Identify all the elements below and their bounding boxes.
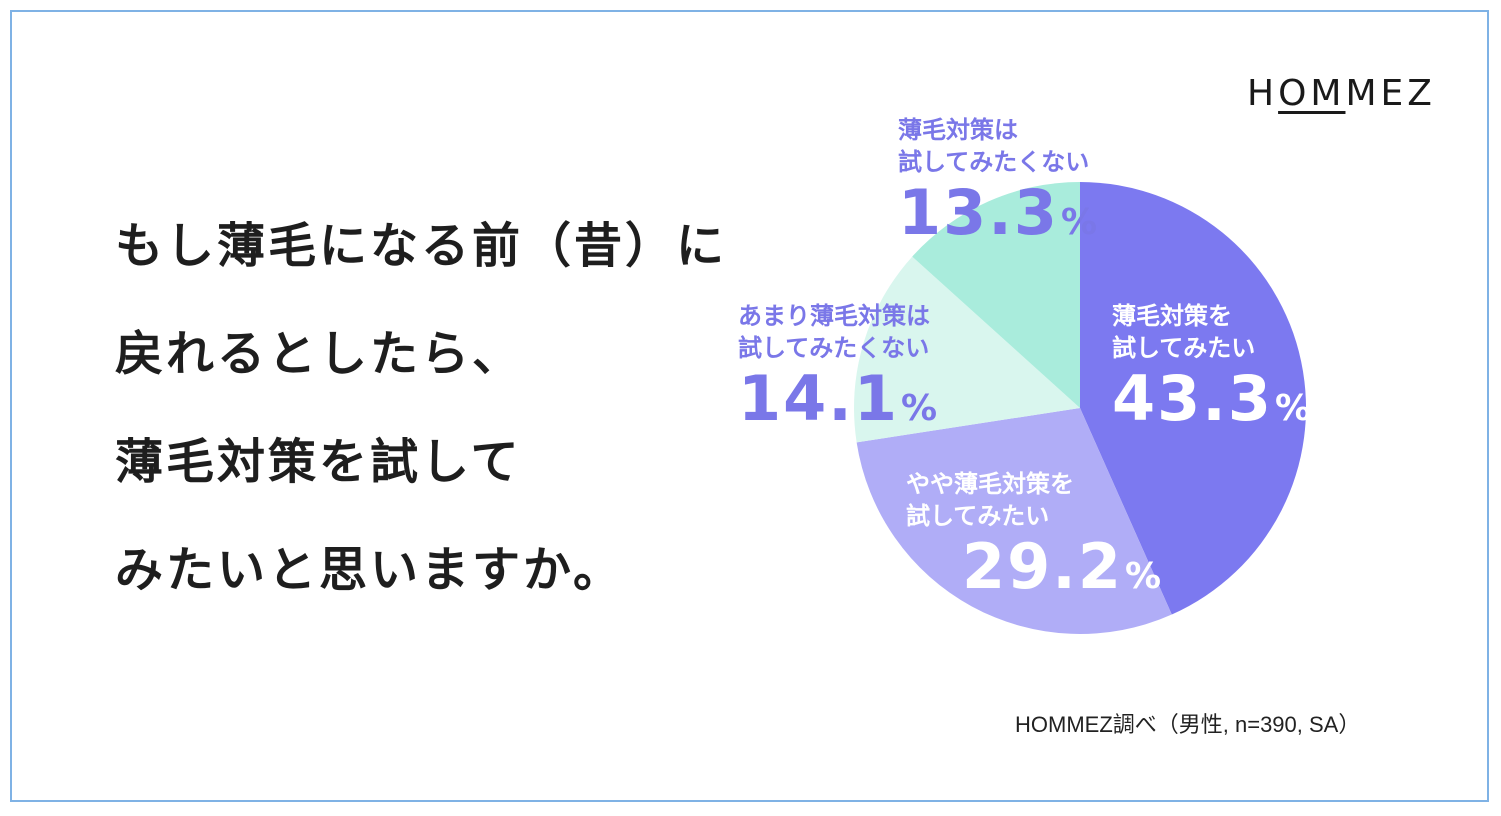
percent-sign: % (900, 388, 940, 429)
slice-value: 43.3 (1112, 362, 1273, 435)
question-line: みたいと思いますか。 (115, 542, 625, 598)
slice-name-line: やや薄毛対策を (906, 470, 1074, 498)
slice-name-line: 試してみたくない (738, 334, 930, 362)
slice-label-try: 薄毛対策を 試してみたい 43.3% (1112, 300, 1313, 430)
slice-value: 14.1 (738, 362, 899, 435)
slice-label-not-want: 薄毛対策は 試してみたくない 13.3% (898, 114, 1099, 244)
question-line: もし薄毛になる前（昔）に (115, 218, 728, 274)
pie-slice (1080, 182, 1306, 615)
slice-label-somewhat-try: やや薄毛対策を 試してみたい 29.2% (906, 468, 1163, 598)
hommez-logo: HOMMEZ (1247, 73, 1436, 114)
slice-name-line: 薄毛対策を (1112, 302, 1232, 330)
slice-name-line: 試してみたい (906, 502, 1050, 530)
slice-percent: 13.3% (898, 182, 1099, 244)
pie-slice (854, 256, 1080, 443)
slice-name-line: 薄毛対策は (898, 116, 1018, 144)
slice-name-line: 試してみたい (1112, 334, 1256, 362)
slice-label-not-much: あまり薄毛対策は 試してみたくない 14.1% (738, 300, 939, 430)
percent-sign: % (1274, 388, 1314, 429)
percent-sign: % (1060, 202, 1100, 243)
source-note: HOMMEZ調べ（男性, n=390, SA） (1015, 712, 1361, 737)
survey-question: もし薄毛になる前（昔）に 戻れるとしたら、 薄毛対策を試して みたいと思いますか… (115, 222, 775, 654)
slice-percent: 14.1% (738, 368, 939, 430)
slice-value: 29.2 (962, 530, 1123, 603)
pie-slice (856, 408, 1172, 634)
slice-name-line: あまり薄毛対策は (738, 302, 930, 330)
slice-percent: 29.2% (962, 536, 1163, 598)
pie-slice (912, 182, 1080, 408)
question-line: 薄毛対策を試して (115, 434, 522, 490)
question-line: 戻れるとしたら、 (115, 326, 524, 382)
slice-name-line: 試してみたくない (898, 148, 1090, 176)
slice-percent: 43.3% (1112, 368, 1313, 430)
percent-sign: % (1124, 556, 1164, 597)
slice-value: 13.3 (898, 176, 1059, 249)
